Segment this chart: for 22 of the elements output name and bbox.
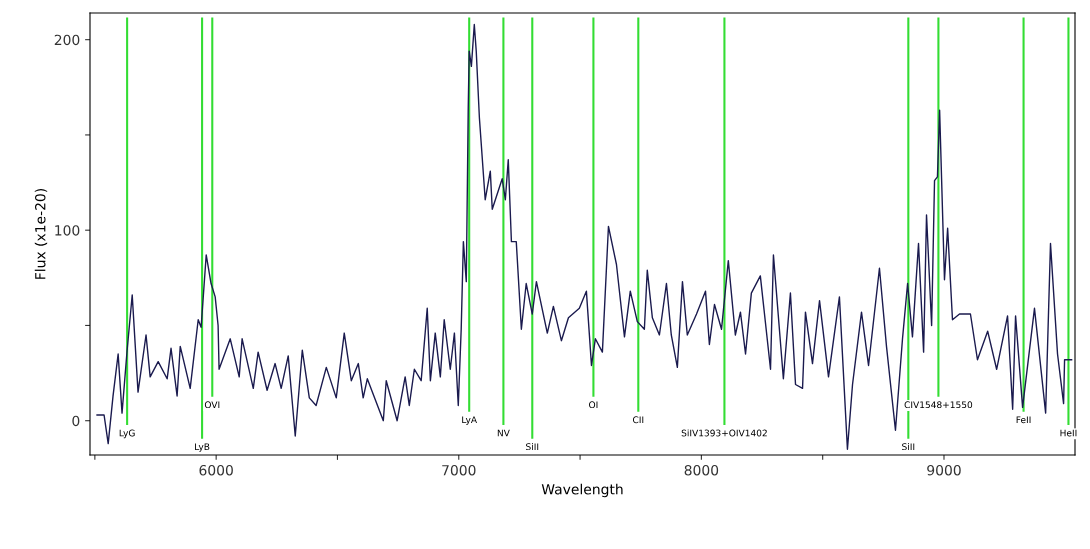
ref-line-label: SiII xyxy=(902,443,915,451)
x-tick-label: 7000 xyxy=(442,464,476,476)
x-tick-label: 6000 xyxy=(199,464,233,476)
x-axis-title: Wavelength xyxy=(541,483,623,498)
y-tick-label: 0 xyxy=(72,415,80,427)
ref-line-label: SiII xyxy=(526,443,539,451)
y-tick-label: 100 xyxy=(55,225,80,236)
y-tick-label: 200 xyxy=(54,34,80,46)
ref-line-label: LyG xyxy=(119,429,135,439)
ref-line-label: LyB xyxy=(195,443,210,452)
ref-line-label: NV xyxy=(497,429,510,437)
ref-line-label: CIV1548+1550 xyxy=(904,401,973,409)
y-axis-title: Flux (x1e-20) xyxy=(34,188,48,279)
ref-line-label: CII xyxy=(632,416,644,424)
ref-line-label: LyA xyxy=(462,416,477,425)
x-tick-label: 9000 xyxy=(927,464,961,476)
ref-line-label: OI xyxy=(589,401,598,409)
ref-line-label: OVI xyxy=(204,401,220,409)
ref-line-label: FeII xyxy=(1016,416,1031,424)
x-tick-label: 8000 xyxy=(684,464,719,476)
ref-line-label: HeII xyxy=(1060,429,1077,437)
ref-line-label: SiIV1393+OIV1402 xyxy=(681,429,767,437)
